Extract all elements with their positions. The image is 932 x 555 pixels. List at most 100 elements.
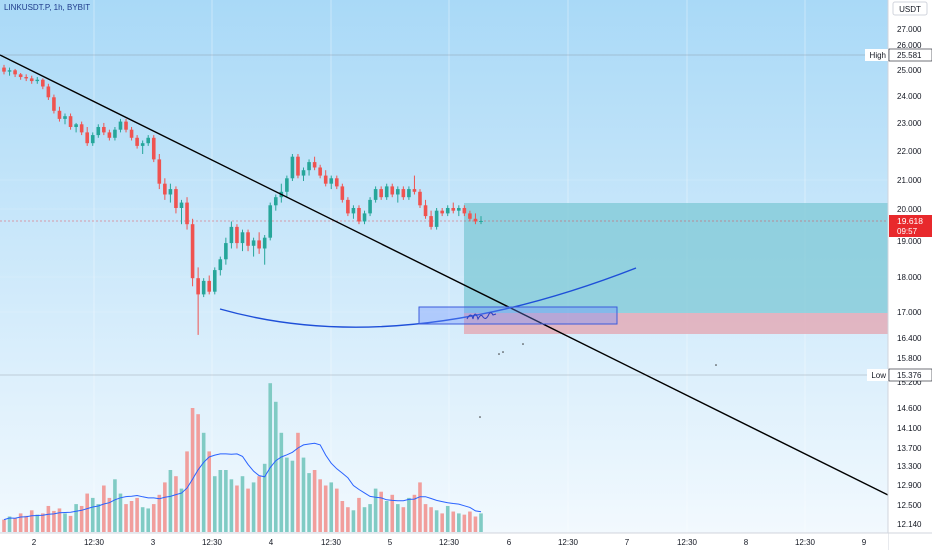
stop-zone[interactable] — [464, 313, 888, 334]
time-tick-label: 9 — [862, 538, 867, 547]
price-tick-label: 20.000 — [897, 205, 922, 214]
currency-badge[interactable] — [892, 1, 928, 16]
candle — [207, 275, 212, 295]
symbol-title[interactable]: LINKUSDT.P, 1h, BYBIT — [4, 3, 90, 12]
candle — [24, 74, 28, 82]
price-tick-label: 13.300 — [897, 462, 922, 471]
candle — [462, 205, 467, 217]
candle — [379, 186, 383, 200]
volume-bar — [18, 513, 23, 532]
candle — [334, 175, 339, 190]
volume-bar — [401, 507, 406, 532]
volume-bar — [129, 501, 134, 532]
current-price-tag — [889, 215, 932, 237]
price-tick-label: 14.100 — [897, 424, 922, 433]
candles — [2, 64, 483, 335]
volume-bar — [384, 501, 389, 532]
candle — [440, 207, 444, 217]
volume-bar — [390, 494, 395, 532]
candle — [168, 183, 173, 203]
candle — [429, 210, 433, 230]
drawing-dot — [502, 351, 504, 353]
candle — [285, 175, 289, 198]
candle — [451, 202, 456, 214]
volume-bar — [251, 482, 256, 532]
candle — [373, 186, 378, 203]
candle — [418, 189, 422, 208]
volume-bar — [418, 482, 422, 532]
volume-bar — [323, 485, 328, 532]
price-tick-label: 15.200 — [897, 378, 922, 387]
volume-bar — [218, 470, 223, 532]
candle — [479, 216, 483, 225]
squiggle-drawing[interactable] — [466, 312, 497, 321]
candle — [46, 83, 51, 100]
time-axis[interactable] — [0, 533, 888, 550]
volume-bar — [445, 505, 450, 532]
volume-bar — [118, 493, 123, 532]
candle — [251, 237, 256, 257]
candle — [396, 186, 400, 203]
candle — [163, 178, 167, 200]
candle — [351, 205, 356, 219]
high-value: 25.581 — [897, 51, 922, 60]
candle — [423, 199, 428, 219]
candle — [124, 118, 128, 133]
volume-bars — [2, 383, 483, 532]
volume-bar — [412, 494, 417, 532]
volume-bar — [451, 511, 456, 532]
time-tick-label: 12:30 — [558, 538, 579, 547]
time-tick-label: 12:30 — [84, 538, 105, 547]
volume-bar — [2, 519, 6, 532]
candle — [346, 197, 350, 217]
volume-bar — [201, 432, 206, 532]
candle — [323, 170, 328, 187]
volume-bar — [113, 479, 117, 532]
volume-bar — [357, 497, 361, 532]
volume-bar — [52, 510, 56, 532]
time-axis-ticks: 2 12:30 3 12:30 4 12:30 5 12:30 6 12:30 7 12:30 8 12:… — [32, 538, 867, 547]
candle — [157, 153, 162, 190]
volume-bar — [268, 383, 273, 532]
volume-bar — [368, 504, 372, 532]
high-label-bg — [865, 49, 888, 61]
price-tick-label: 13.700 — [897, 444, 922, 453]
volume-bar — [196, 414, 200, 532]
candle — [301, 167, 306, 181]
time-tick-label: 12:30 — [439, 538, 460, 547]
time-tick-label: 12:30 — [677, 538, 698, 547]
current-price-value: 19.618 — [897, 216, 923, 226]
target-zone[interactable] — [464, 203, 888, 313]
time-tick-label: 3 — [151, 538, 156, 547]
consolidation-box[interactable] — [418, 306, 618, 325]
price-tick-label: 27.000 — [897, 25, 922, 34]
candle — [357, 205, 361, 225]
descending-trendline[interactable] — [0, 54, 889, 496]
candle — [434, 207, 439, 230]
time-tick-label: 2 — [32, 538, 37, 547]
price-tick-label: 23.000 — [897, 119, 922, 128]
volume-bar — [151, 504, 156, 532]
candle — [296, 153, 300, 179]
price-tick-label: 16.400 — [897, 334, 922, 343]
volume-bar — [329, 482, 334, 532]
price-axis[interactable] — [888, 0, 932, 550]
volume-bar — [57, 508, 62, 532]
volume-bar — [207, 451, 212, 532]
candle — [135, 135, 139, 149]
volume-bar — [190, 408, 195, 532]
candle — [218, 256, 223, 276]
volume-bar — [262, 463, 267, 532]
candle — [140, 140, 145, 154]
candle — [52, 94, 56, 114]
price-tick-label: 12.500 — [897, 501, 922, 510]
volume-bar — [457, 513, 461, 532]
rounded-bottom-curve[interactable] — [219, 267, 637, 328]
time-tick-label: 12:30 — [202, 538, 223, 547]
volume-bar — [273, 401, 278, 532]
volume-bar — [423, 504, 428, 532]
candle — [201, 278, 206, 298]
candle — [90, 132, 95, 146]
